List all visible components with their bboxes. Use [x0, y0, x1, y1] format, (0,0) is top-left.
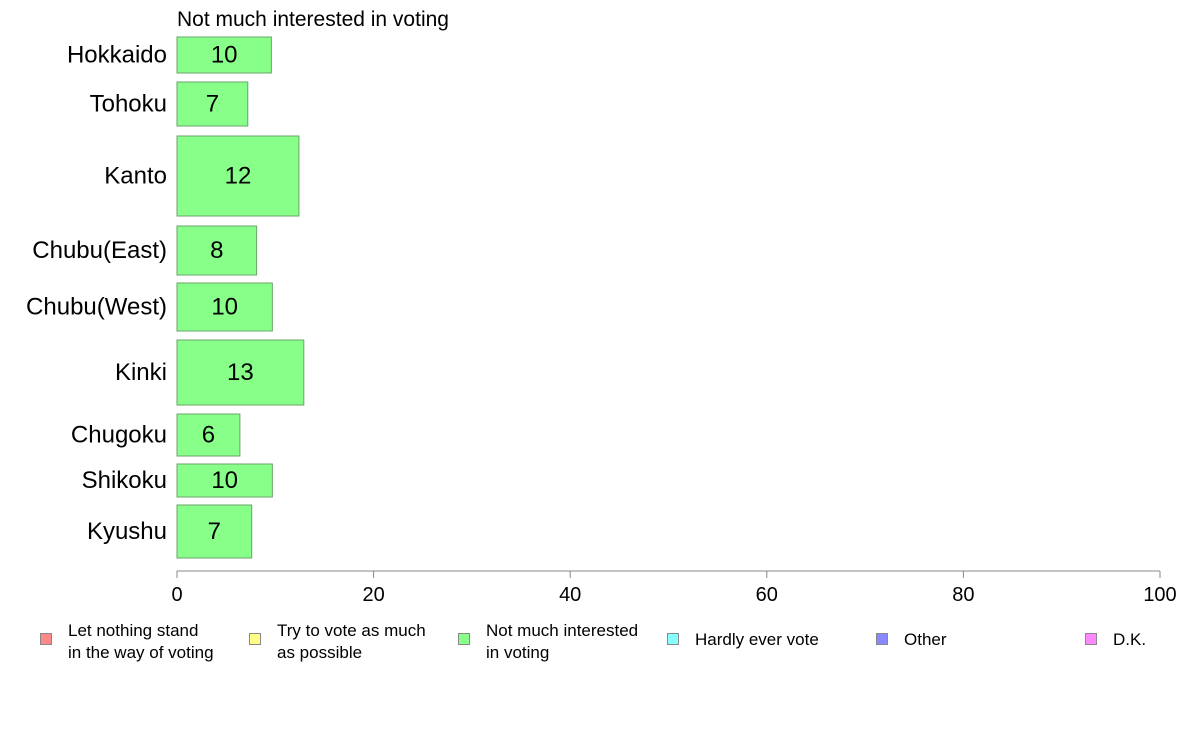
category-label: Kinki — [115, 359, 167, 386]
bar-kanto — [176, 135, 300, 217]
bar-chubu-east — [176, 225, 258, 276]
legend-swatch — [249, 633, 261, 645]
legend-swatch — [667, 633, 679, 645]
legend-swatch — [1085, 633, 1097, 645]
category-label: Chubu(West) — [26, 294, 167, 321]
bar-value-label: 10 — [211, 294, 238, 321]
legend-label: Hardly ever vote — [695, 630, 819, 649]
legend: Let nothing stand in the way of voting Tr… — [0, 620, 1188, 680]
bar-value-label: 10 — [211, 467, 238, 494]
category-label: Shikoku — [82, 467, 167, 494]
legend-label: Other — [904, 630, 947, 649]
legend-swatch — [876, 633, 888, 645]
bar-tohoku — [176, 81, 249, 127]
legend-swatch — [458, 633, 470, 645]
bar-value-label: 6 — [202, 422, 215, 449]
legend-label: Try to vote as much as possible — [277, 621, 426, 662]
bar-chugoku — [176, 413, 241, 457]
legend-label: Let nothing stand in the way of voting — [68, 621, 214, 662]
bar-value-label: 10 — [211, 42, 238, 69]
category-label: Hokkaido — [67, 42, 167, 69]
bar-kyushu — [176, 504, 253, 559]
x-tick-label: 20 — [362, 584, 384, 606]
bar-kinki — [176, 339, 305, 406]
chart-title: Not much interested in voting — [177, 8, 449, 31]
x-tick-label: 60 — [756, 584, 778, 606]
bar-shikoku — [176, 463, 273, 498]
x-axis: 0 20 40 60 80 100 — [171, 570, 1177, 606]
bars-group — [176, 36, 305, 559]
legend-label: D.K. — [1113, 630, 1147, 649]
legend-item: Other — [876, 620, 947, 651]
legend-item: Hardly ever vote — [667, 620, 819, 651]
legend-item: D.K. — [1085, 620, 1146, 651]
legend-item: Not much interested in voting — [458, 620, 638, 664]
bar-hokkaido — [176, 36, 272, 74]
x-tick-label: 40 — [559, 584, 581, 606]
category-label: Kanto — [104, 163, 167, 190]
legend-item: Try to vote as much as possible — [249, 620, 426, 664]
bar-value-label: 13 — [227, 359, 254, 386]
bar-value-label: 7 — [206, 91, 219, 118]
category-label: Chugoku — [71, 422, 167, 449]
bar-value-label: 7 — [208, 518, 221, 545]
category-label: Tohoku — [90, 91, 167, 118]
category-label: Chubu(East) — [32, 237, 167, 264]
bar-chubu-west — [176, 282, 273, 332]
category-labels: Hokkaido Tohoku Kanto Chubu(East) Chubu(West… — [26, 42, 167, 546]
x-tick-label: 100 — [1143, 584, 1176, 606]
bar-value-labels: 10 7 12 8 10 13 6 10 7 — [202, 42, 254, 546]
legend-label: Not much interested in voting — [486, 621, 639, 662]
x-tick-label: 80 — [952, 584, 974, 606]
bar-value-label: 12 — [225, 163, 252, 190]
category-label: Kyushu — [87, 518, 167, 545]
bar-value-label: 8 — [210, 237, 223, 264]
legend-item: Let nothing stand in the way of voting — [40, 620, 214, 664]
x-tick-label: 0 — [171, 584, 182, 606]
legend-swatch — [40, 633, 52, 645]
